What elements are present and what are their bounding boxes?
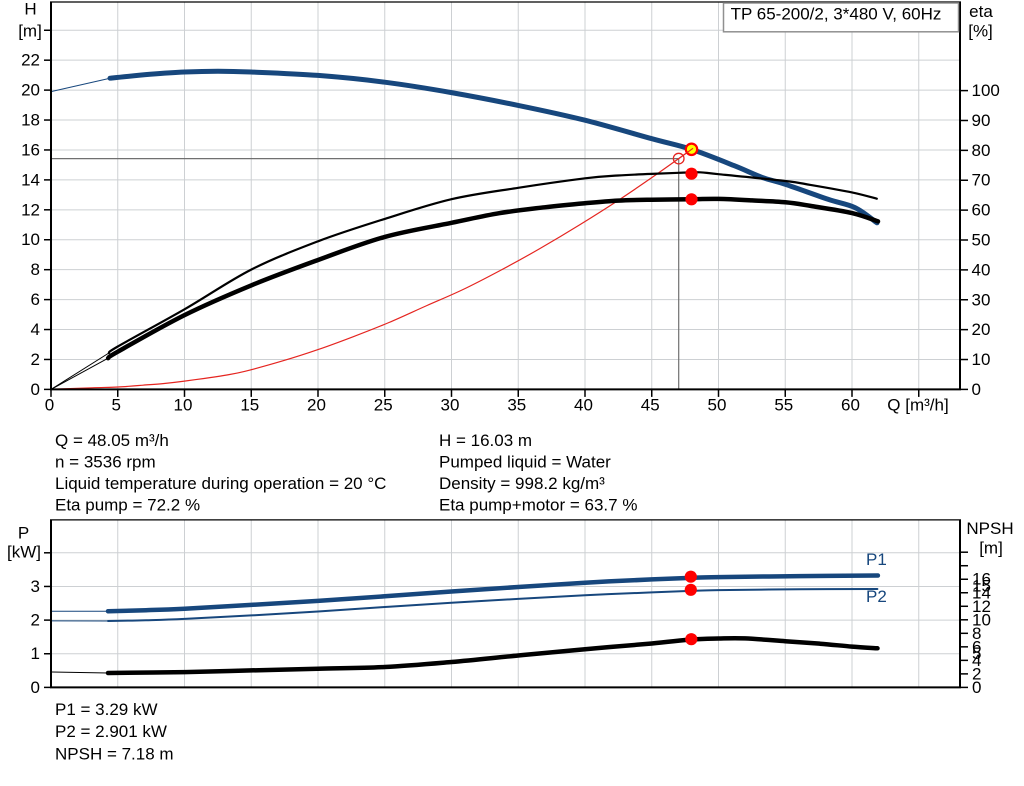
svg-text:60: 60	[841, 396, 860, 415]
svg-text:0: 0	[31, 380, 40, 399]
svg-text:12: 12	[21, 200, 40, 219]
svg-text:H: H	[24, 0, 36, 19]
svg-text:10: 10	[174, 396, 193, 415]
svg-text:90: 90	[972, 111, 991, 130]
svg-text:50: 50	[708, 396, 727, 415]
svg-text:6: 6	[972, 637, 981, 656]
svg-text:Eta pump = 72.2 %: Eta pump = 72.2 %	[55, 496, 200, 515]
svg-text:10: 10	[972, 610, 991, 629]
svg-text:10: 10	[21, 230, 40, 249]
svg-text:20: 20	[21, 81, 40, 100]
svg-text:20: 20	[307, 396, 326, 415]
svg-text:40: 40	[574, 396, 593, 415]
svg-text:80: 80	[972, 141, 991, 160]
svg-text:P1 = 3.29 kW: P1 = 3.29 kW	[55, 700, 158, 719]
svg-text:0: 0	[972, 380, 981, 399]
svg-text:[%]: [%]	[968, 22, 993, 41]
svg-text:1: 1	[31, 644, 40, 663]
svg-text:35: 35	[507, 396, 526, 415]
svg-text:15: 15	[972, 577, 991, 596]
svg-text:50: 50	[972, 231, 991, 250]
svg-text:P: P	[18, 523, 29, 542]
svg-text:8: 8	[972, 624, 981, 643]
svg-text:2: 2	[972, 664, 981, 683]
svg-text:40: 40	[972, 260, 991, 279]
svg-text:[m]: [m]	[18, 22, 42, 41]
svg-text:2: 2	[31, 611, 40, 630]
svg-text:0: 0	[45, 396, 54, 415]
svg-text:TP 65-200/2, 3*480 V, 60Hz: TP 65-200/2, 3*480 V, 60Hz	[731, 5, 942, 24]
svg-text:70: 70	[972, 171, 991, 190]
svg-text:15: 15	[240, 396, 259, 415]
svg-text:100: 100	[972, 81, 1000, 100]
svg-text:20: 20	[972, 320, 991, 339]
svg-text:8: 8	[31, 260, 40, 279]
svg-text:eta: eta	[969, 2, 993, 21]
svg-text:5: 5	[111, 396, 120, 415]
svg-text:30: 30	[441, 396, 460, 415]
svg-text:14: 14	[21, 170, 40, 189]
svg-text:22: 22	[21, 51, 40, 70]
svg-text:Q [m³/h]: Q [m³/h]	[887, 396, 948, 415]
svg-text:2: 2	[31, 350, 40, 369]
svg-text:6: 6	[31, 290, 40, 309]
svg-text:10: 10	[972, 350, 991, 369]
svg-text:Eta pump+motor = 63.7 %: Eta pump+motor = 63.7 %	[439, 496, 637, 515]
svg-text:P1: P1	[866, 550, 887, 569]
svg-text:60: 60	[972, 201, 991, 220]
svg-text:3: 3	[31, 577, 40, 596]
svg-text:NPSH = 7.18 m: NPSH = 7.18 m	[55, 744, 174, 763]
svg-text:NPSH: NPSH	[966, 519, 1013, 538]
svg-text:n = 3536 rpm: n = 3536 rpm	[55, 452, 156, 471]
svg-text:Density = 998.2 kg/m³: Density = 998.2 kg/m³	[439, 474, 605, 493]
svg-text:16: 16	[21, 141, 40, 160]
svg-text:55: 55	[774, 396, 793, 415]
svg-text:P2: P2	[866, 587, 887, 606]
svg-text:5: 5	[972, 644, 981, 663]
svg-text:14: 14	[972, 583, 991, 602]
svg-text:[m]: [m]	[979, 539, 1003, 558]
svg-text:45: 45	[641, 396, 660, 415]
svg-text:0: 0	[31, 678, 40, 697]
svg-text:4: 4	[972, 651, 981, 670]
svg-text:P2 = 2.901 kW: P2 = 2.901 kW	[55, 722, 167, 741]
svg-text:[kW]: [kW]	[7, 543, 41, 562]
svg-text:Q = 48.05 m³/h: Q = 48.05 m³/h	[55, 431, 169, 450]
svg-text:12: 12	[972, 597, 991, 616]
svg-text:30: 30	[972, 290, 991, 309]
svg-text:4: 4	[31, 320, 40, 339]
svg-text:Pumped liquid = Water: Pumped liquid = Water	[439, 452, 611, 471]
svg-text:0: 0	[972, 678, 981, 697]
svg-text:Liquid temperature during oper: Liquid temperature during operation = 20…	[55, 474, 386, 493]
svg-text:16: 16	[972, 570, 991, 589]
svg-text:25: 25	[374, 396, 393, 415]
svg-text:H = 16.03 m: H = 16.03 m	[439, 431, 532, 450]
svg-text:18: 18	[21, 111, 40, 130]
